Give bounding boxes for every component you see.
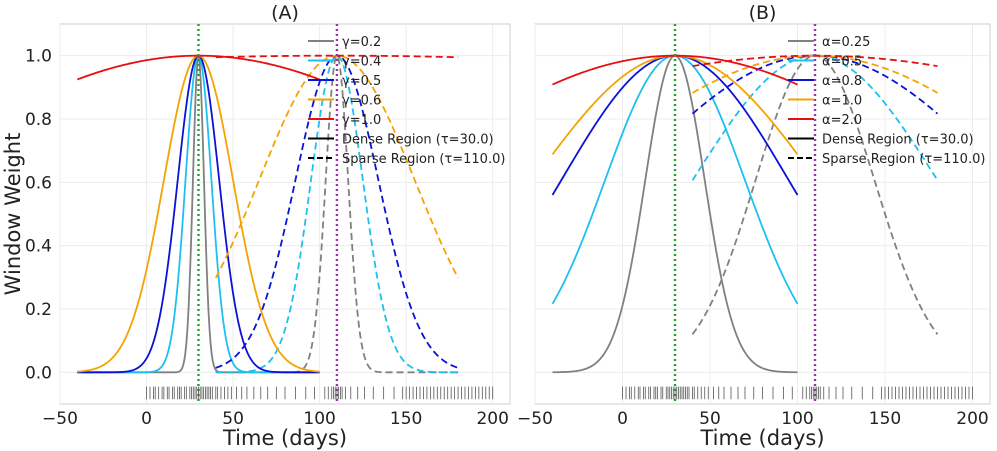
y-tick-label: 0.6 [25,173,52,193]
x-tick-label: 50 [699,409,721,429]
legend-label: γ=0.2 [342,35,381,50]
legend-label: γ=0.5 [342,74,381,89]
x-tick-label: −50 [42,409,78,429]
legend: α=0.25 α=0.5 α=0.8 α=1.0 α=2.0 Dense Region (… [788,35,985,167]
sparse-curve-1 [215,54,459,374]
x-tick-label: 50 [222,409,244,429]
legend-label: α=1.0 [822,94,862,109]
y-tick-label: 0.8 [25,110,52,130]
legend-label: Dense Region (τ=30.0) [822,133,974,148]
x-tick-label: 150 [390,409,422,429]
sparse-curve-3 [692,54,938,94]
x-axis-label: Time (days) [699,426,824,450]
legend: γ=0.2 γ=0.4 γ=0.5 γ=0.6 γ=1.0 Dense Region (τ… [308,35,505,167]
x-tick-label: 0 [141,409,152,429]
x-tick-label: 100 [303,409,335,429]
x-tick-label: 200 [476,409,508,429]
legend-label: Dense Region (τ=30.0) [342,133,494,148]
legend-label: α=0.5 [822,55,862,70]
y-tick-label: 0.2 [25,300,52,320]
panel-b: (B) −50 0 50 100 150 200 Time (days) α=0.25 α=0.5… [517,2,991,450]
x-tick-label: 200 [956,409,988,429]
y-axis-label: Window Weight [1,133,25,296]
plot-area [59,23,511,405]
panel-title: (B) [749,2,777,24]
x-tick-label: −50 [517,409,553,429]
legend-label: γ=0.6 [342,94,381,109]
y-tick-label: 0.4 [25,237,52,257]
x-axis-label: Time (days) [222,426,347,450]
x-tick-label: 150 [869,409,901,429]
legend-label: α=0.25 [822,35,870,50]
legend-label: Sparse Region (τ=110.0) [342,152,505,167]
x-tick-label: 0 [617,409,628,429]
y-tick-label: 1.0 [25,47,52,67]
legend-label: α=2.0 [822,113,862,128]
legend-label: α=0.8 [822,74,862,89]
legend-label: γ=0.4 [342,55,381,70]
panel-title: (A) [271,2,299,24]
y-tick-label: 0.0 [25,363,52,383]
x-tick-label: 100 [781,409,813,429]
legend-label: Sparse Region (τ=110.0) [822,152,985,167]
plot-area [534,23,991,405]
panel-a: (A) −50 0 50 100 150 200 0.0 0.2 0.4 0.6 0.8 1.0 Time… [1,2,511,450]
legend-label: γ=1.0 [342,113,381,128]
